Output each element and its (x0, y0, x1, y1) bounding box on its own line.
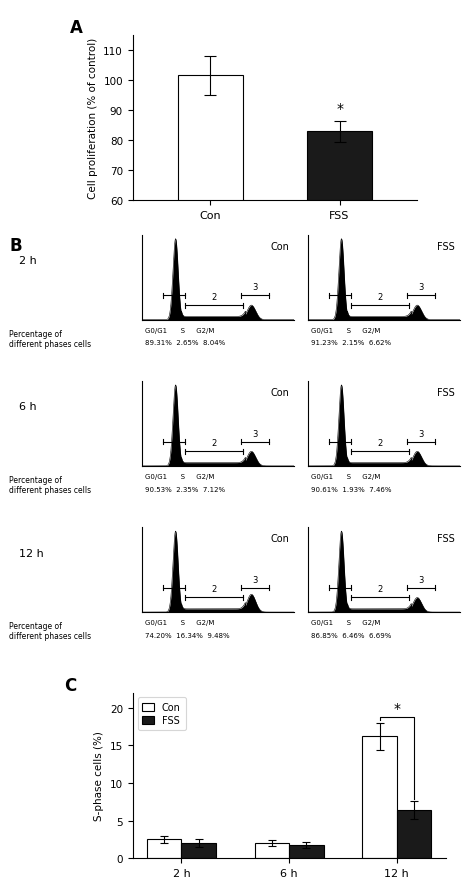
Text: 91.23%  2.15%  6.62%: 91.23% 2.15% 6.62% (311, 340, 391, 346)
Text: Percentage of
different phases cells: Percentage of different phases cells (9, 621, 91, 641)
Text: 2: 2 (377, 292, 383, 302)
Text: G0/G1      S     G2/M: G0/G1 S G2/M (311, 620, 381, 626)
Text: G0/G1      S     G2/M: G0/G1 S G2/M (311, 474, 381, 479)
Text: G0/G1      S     G2/M: G0/G1 S G2/M (145, 327, 215, 333)
Legend: Con, FSS: Con, FSS (137, 697, 186, 730)
Text: 2 h: 2 h (19, 256, 36, 266)
Text: C: C (64, 676, 76, 695)
Text: 2: 2 (377, 585, 383, 594)
Text: 1: 1 (172, 575, 177, 584)
Text: 90.61%  1.93%  7.46%: 90.61% 1.93% 7.46% (311, 486, 392, 492)
Bar (307, 132, 372, 382)
Text: 1: 1 (337, 575, 343, 584)
Text: FSS: FSS (438, 241, 455, 251)
Text: 12 h: 12 h (19, 548, 44, 558)
Text: 2: 2 (211, 585, 217, 594)
Text: G0/G1      S     G2/M: G0/G1 S G2/M (311, 327, 381, 333)
Text: Percentage of
different phases cells: Percentage of different phases cells (9, 476, 91, 494)
Text: 3: 3 (418, 429, 423, 438)
Text: 3: 3 (418, 283, 423, 292)
Text: 89.31%  2.65%  8.04%: 89.31% 2.65% 8.04% (145, 340, 226, 346)
Text: 74.20%  16.34%  9.48%: 74.20% 16.34% 9.48% (145, 632, 230, 638)
Text: *: * (336, 101, 343, 115)
Text: 3: 3 (252, 575, 257, 584)
Y-axis label: Cell proliferation (% of control): Cell proliferation (% of control) (88, 38, 98, 199)
Text: 3: 3 (252, 283, 257, 292)
Text: B: B (9, 237, 22, 255)
Bar (397, 810, 431, 858)
Y-axis label: S-phase cells (%): S-phase cells (%) (94, 730, 104, 821)
Bar (255, 843, 289, 858)
Text: Percentage of
different phases cells: Percentage of different phases cells (9, 329, 91, 349)
Text: 2: 2 (377, 439, 383, 448)
Text: 90.53%  2.35%  7.12%: 90.53% 2.35% 7.12% (145, 486, 225, 492)
Bar (178, 76, 243, 382)
Text: 1: 1 (337, 429, 343, 438)
Text: FSS: FSS (438, 534, 455, 544)
Bar (289, 845, 324, 858)
Text: 3: 3 (252, 429, 257, 438)
Text: 1: 1 (172, 429, 177, 438)
Text: 3: 3 (418, 575, 423, 584)
Text: G0/G1      S     G2/M: G0/G1 S G2/M (145, 620, 215, 626)
Text: 6 h: 6 h (19, 402, 36, 412)
Text: *: * (393, 702, 401, 715)
Text: G0/G1      S     G2/M: G0/G1 S G2/M (145, 474, 215, 479)
Text: A: A (70, 20, 83, 38)
Text: Con: Con (271, 534, 289, 544)
Text: Con: Con (271, 387, 289, 397)
Bar (147, 839, 182, 858)
Text: 86.85%  6.46%  6.69%: 86.85% 6.46% 6.69% (311, 632, 392, 638)
Text: 1: 1 (337, 283, 343, 292)
Text: 2: 2 (211, 439, 217, 448)
Text: FSS: FSS (438, 387, 455, 397)
Bar (182, 843, 216, 858)
Text: Con: Con (271, 241, 289, 251)
Bar (363, 737, 397, 858)
Text: 2: 2 (211, 292, 217, 302)
Text: 1: 1 (172, 283, 177, 292)
